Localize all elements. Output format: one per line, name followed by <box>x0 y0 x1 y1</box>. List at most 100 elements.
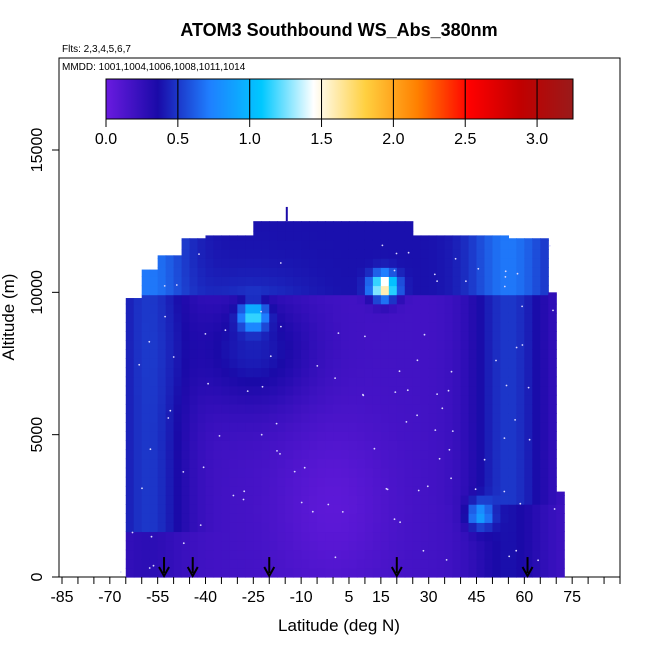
heatmap-cell <box>372 485 382 496</box>
heatmap-cell <box>484 485 494 496</box>
heatmap-cell <box>333 267 342 277</box>
heatmap-cell <box>428 258 438 268</box>
heatmap-cells <box>125 206 565 578</box>
heatmap-cell <box>125 504 135 514</box>
heatmap-cell <box>269 467 278 478</box>
heatmap-cell <box>372 239 382 250</box>
heatmap-cell <box>356 376 366 387</box>
heatmap-cell <box>213 522 223 533</box>
heatmap-cell <box>492 312 502 323</box>
heatmap-cell <box>157 258 167 268</box>
heatmap-cell <box>213 413 223 423</box>
heatmap-cell <box>452 422 462 432</box>
heatmap-cell <box>165 358 175 369</box>
heatmap-cell <box>476 558 486 569</box>
heatmap-cell <box>293 558 302 569</box>
heatmap-cell <box>285 531 294 542</box>
heatmap-cell <box>396 504 406 514</box>
heatmap-cell <box>269 340 278 350</box>
heatmap-cell <box>508 567 517 578</box>
heatmap-cell <box>301 422 310 432</box>
heatmap-cell <box>221 513 230 523</box>
heatmap-cell <box>341 249 350 259</box>
heatmap-cell <box>205 340 215 350</box>
heatmap-cell <box>181 321 191 332</box>
heatmap-cell <box>149 440 159 451</box>
heatmap-cell <box>388 558 398 569</box>
heatmap-cell <box>261 531 270 542</box>
heatmap-cell <box>277 303 286 314</box>
heatmap-cell <box>452 467 462 478</box>
heatmap-cell <box>540 458 549 469</box>
heatmap-cell <box>165 294 175 305</box>
heatmap-cell <box>524 376 533 387</box>
heatmap-cell <box>364 394 374 405</box>
heatmap-cell <box>165 321 175 332</box>
heatmap-cell <box>364 221 374 223</box>
heatmap-cell <box>372 549 382 560</box>
heatmap-cell <box>181 467 191 478</box>
heatmap-cell <box>253 340 262 350</box>
heatmap-cell <box>333 549 342 560</box>
heatmap-cell <box>532 431 541 441</box>
heatmap-cell <box>173 258 183 268</box>
heatmap-cell <box>484 431 494 441</box>
heatmap-cell <box>285 449 294 460</box>
heatmap-cell <box>189 394 199 405</box>
heatmap-cell <box>348 221 358 223</box>
heatmap-cell <box>333 540 342 551</box>
heatmap-cell <box>221 495 230 505</box>
heatmap-cell <box>500 235 509 241</box>
heatmap-cell <box>468 431 478 441</box>
heatmap-cell <box>293 522 302 533</box>
heatmap-cell <box>364 403 374 414</box>
heatmap-cell <box>229 303 238 314</box>
heatmap-cell <box>189 531 199 542</box>
heatmap-cell <box>540 558 549 569</box>
heatmap-cell <box>412 467 422 478</box>
heatmap-cell <box>372 522 382 533</box>
heatmap-cell <box>356 294 366 305</box>
heatmap-cell <box>333 285 342 296</box>
heatmap-cell <box>348 403 358 414</box>
heatmap-cell <box>293 458 302 469</box>
heatmap-cell <box>213 385 223 396</box>
heatmap-cell <box>380 458 390 469</box>
heatmap-cell <box>412 394 422 405</box>
heatmap-cell <box>173 312 183 323</box>
heatmap-cell <box>524 285 533 296</box>
heatmap-cell <box>133 376 143 387</box>
heatmap-cell <box>348 431 358 441</box>
heatmap-cell <box>253 440 262 451</box>
heatmap-cell <box>189 349 199 359</box>
heatmap-cell <box>420 549 430 560</box>
heatmap-cell <box>380 312 390 323</box>
heatmap-cell <box>245 513 254 523</box>
heatmap-cell <box>333 413 342 423</box>
heatmap-cell <box>253 321 262 332</box>
heatmap-cell <box>532 258 541 268</box>
heatmap-cell <box>317 485 326 496</box>
heatmap-cell <box>229 513 238 523</box>
heatmap-cell <box>380 249 390 259</box>
heatmap-cell <box>380 467 390 478</box>
heatmap-cell <box>261 403 270 414</box>
heatmap-cell <box>428 340 438 350</box>
heatmap-cell <box>372 276 382 287</box>
sample-dot <box>448 448 451 451</box>
heatmap-cell <box>532 531 541 542</box>
heatmap-cell <box>404 294 414 305</box>
heatmap-cell <box>277 239 286 250</box>
heatmap-cell <box>420 513 430 523</box>
heatmap-cell <box>165 276 175 287</box>
heatmap-cell <box>404 567 414 578</box>
heatmap-cell <box>436 294 446 305</box>
heatmap-cell <box>141 269 151 277</box>
heatmap-cell <box>229 258 238 268</box>
heatmap-cell <box>476 276 486 287</box>
heatmap-cell <box>341 267 350 277</box>
heatmap-cell <box>372 540 382 551</box>
heatmap-cell <box>309 276 318 287</box>
heatmap-cell <box>341 321 350 332</box>
heatmap-cell <box>460 239 470 250</box>
